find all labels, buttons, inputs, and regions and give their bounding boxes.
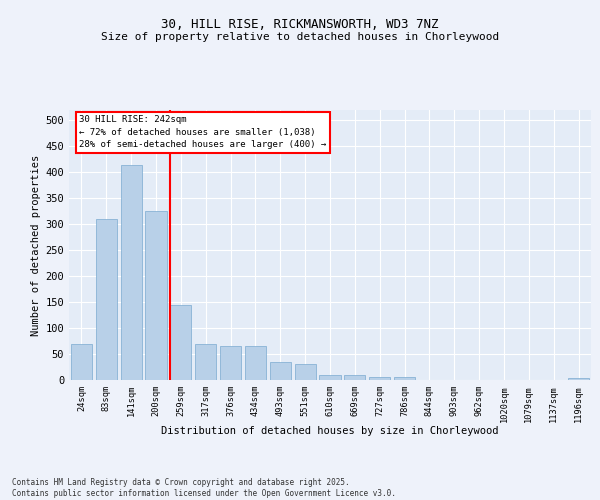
Bar — [270, 362, 291, 380]
Bar — [170, 304, 191, 380]
Bar — [71, 344, 92, 380]
Bar — [369, 378, 390, 380]
Text: 30, HILL RISE, RICKMANSWORTH, WD3 7NZ: 30, HILL RISE, RICKMANSWORTH, WD3 7NZ — [161, 18, 439, 30]
Y-axis label: Number of detached properties: Number of detached properties — [31, 154, 41, 336]
Bar — [195, 344, 216, 380]
Bar — [344, 375, 365, 380]
Bar — [121, 164, 142, 380]
Text: Contains HM Land Registry data © Crown copyright and database right 2025.
Contai: Contains HM Land Registry data © Crown c… — [12, 478, 396, 498]
Bar — [568, 378, 589, 380]
Bar — [295, 364, 316, 380]
Text: Size of property relative to detached houses in Chorleywood: Size of property relative to detached ho… — [101, 32, 499, 42]
Bar — [319, 375, 341, 380]
Bar — [394, 378, 415, 380]
X-axis label: Distribution of detached houses by size in Chorleywood: Distribution of detached houses by size … — [161, 426, 499, 436]
Bar — [220, 346, 241, 380]
Text: 30 HILL RISE: 242sqm
← 72% of detached houses are smaller (1,038)
28% of semi-de: 30 HILL RISE: 242sqm ← 72% of detached h… — [79, 116, 326, 150]
Bar — [245, 346, 266, 380]
Bar — [96, 219, 117, 380]
Bar — [145, 211, 167, 380]
